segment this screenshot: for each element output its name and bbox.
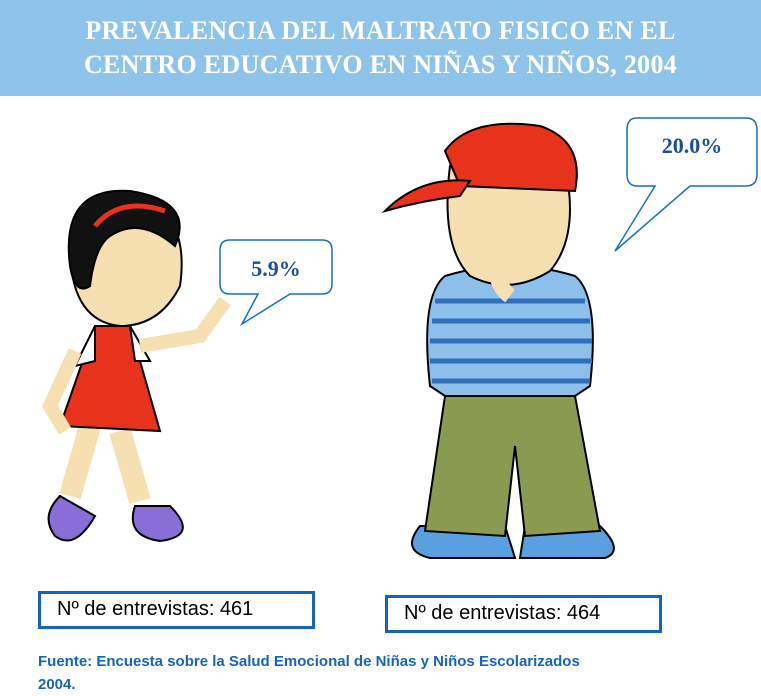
boy-interviews: Nº de entrevistas: 464 <box>385 595 662 633</box>
boy-figure <box>381 122 615 559</box>
source-line: Fuente: Encuesta sobre la Salud Emociona… <box>38 653 580 670</box>
speech-bubble <box>614 117 758 252</box>
girl-figure <box>42 189 231 543</box>
source: Fuente: Encuesta sobre la Salud Emociona… <box>38 650 761 696</box>
speech-bubble <box>219 239 333 327</box>
illustration <box>42 117 758 559</box>
girl-interviews: Nº de entrevistas: 461 <box>38 591 315 629</box>
girl-percent: 5.9% <box>251 256 301 281</box>
title-banner: PREVALENCIA DEL MALTRATO FISICO EN EL CE… <box>0 0 761 96</box>
boy-percent: 20.0% <box>661 133 723 158</box>
source-line: 2004. <box>38 676 76 693</box>
title-line: CENTRO EDUCATIVO EN NIÑAS Y NIÑOS, 2004 <box>83 50 678 79</box>
title-line: PREVALENCIA DEL MALTRATO FISICO EN EL <box>85 16 676 45</box>
